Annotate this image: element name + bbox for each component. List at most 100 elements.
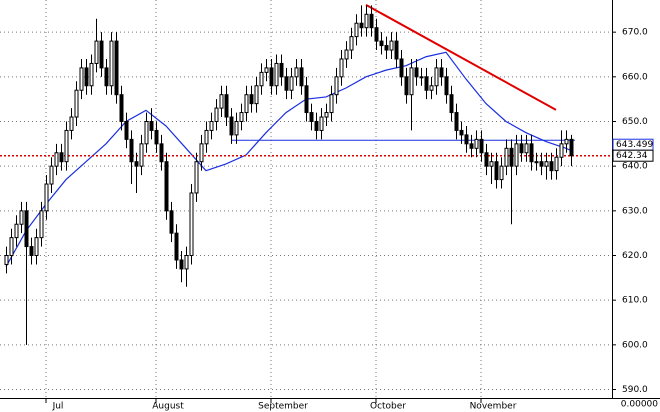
candle-body: [464, 134, 469, 145]
candle-body: [69, 116, 74, 131]
candle-body: [504, 147, 509, 167]
candle-body: [134, 161, 139, 167]
candle-body: [469, 143, 474, 149]
candle-body: [249, 94, 254, 105]
candle-body: [349, 36, 354, 51]
x-tick-label: October: [370, 402, 406, 412]
candle-body: [174, 232, 179, 261]
candle-body: [439, 67, 444, 78]
candle-body: [544, 161, 549, 167]
candle-body: [9, 237, 14, 257]
candle-body: [549, 161, 554, 172]
candle-body: [474, 138, 479, 149]
candle-body: [44, 183, 49, 212]
candle-body: [139, 143, 144, 167]
candle-body: [459, 129, 464, 136]
candle-body: [369, 13, 374, 29]
candle-body: [414, 67, 419, 78]
candle-body: [519, 143, 524, 154]
candle-body: [29, 246, 34, 257]
candle-body: [539, 161, 544, 167]
candle-body: [374, 27, 379, 42]
y-tick-label: 610.0: [622, 296, 648, 306]
candle-body: [209, 120, 214, 131]
candle-body: [169, 210, 174, 234]
candle-body: [14, 223, 19, 239]
candle-body: [299, 67, 304, 87]
candle-body: [254, 85, 259, 105]
candle-body: [399, 58, 404, 78]
candle-body: [479, 138, 484, 154]
candle-body: [304, 85, 309, 114]
candle-body: [424, 76, 429, 91]
candle-body: [54, 152, 59, 167]
candle-body: [59, 152, 64, 163]
candle-body: [34, 237, 39, 257]
candle-body: [149, 120, 154, 131]
candle-body: [164, 161, 169, 212]
candle-body: [559, 143, 564, 158]
candle-body: [104, 67, 109, 87]
candle-body: [389, 40, 394, 51]
candle-body: [184, 255, 189, 270]
candle-body: [524, 143, 529, 154]
candle-body: [514, 143, 519, 167]
close-label: 642.34: [616, 151, 648, 161]
candle-body: [74, 89, 79, 118]
candle-body: [404, 76, 409, 96]
y-tick-label: 660.0: [622, 72, 648, 82]
candle-body: [144, 120, 149, 145]
candle-body: [264, 67, 269, 73]
candle-body: [454, 112, 459, 131]
candle-body: [269, 67, 274, 87]
candle-body: [394, 40, 399, 60]
candle-body: [79, 67, 84, 91]
candle-body: [154, 129, 159, 145]
candle-body: [499, 165, 504, 181]
candle-body: [554, 156, 559, 172]
candle-body: [429, 85, 434, 91]
candle-body: [94, 40, 99, 64]
candle-body: [244, 94, 249, 114]
candle-body: [19, 210, 24, 225]
candle-body: [569, 138, 574, 157]
candle-body: [509, 147, 514, 167]
candle-body: [449, 94, 454, 114]
candle-body: [529, 143, 534, 163]
candle-body: [434, 67, 439, 87]
candle-body: [259, 71, 264, 87]
candle-body: [49, 165, 54, 185]
candle-body: [199, 143, 204, 163]
y-tick-label: 620.0: [622, 251, 648, 261]
candle-body: [219, 94, 224, 109]
candle-body: [194, 161, 199, 194]
candle-body: [229, 116, 234, 136]
candle-body: [319, 116, 324, 131]
x-tick-label: September: [258, 402, 308, 412]
ma-label: 643.499: [616, 140, 653, 150]
close-label-box: [612, 149, 654, 162]
candle-body: [84, 67, 89, 87]
candle-body: [379, 40, 384, 47]
y-tick-label: 630.0: [622, 206, 648, 216]
x-tick-label: Jul: [52, 402, 64, 412]
candle-body: [39, 210, 44, 239]
x-tick-label: November: [470, 402, 517, 412]
x-tick-label: August: [152, 402, 184, 412]
candle-body: [329, 94, 334, 114]
candle-body: [4, 255, 9, 265]
candle-body: [309, 112, 314, 122]
candle-body: [409, 67, 414, 96]
candle-body: [24, 210, 29, 248]
candle-body: [89, 62, 94, 87]
candle-body: [484, 152, 489, 167]
candle-body: [384, 45, 389, 51]
candle-body: [99, 40, 104, 69]
candle-body: [124, 120, 129, 140]
candle-body: [114, 40, 119, 96]
candle-body: [179, 259, 184, 270]
candle-body: [314, 120, 319, 131]
candle-body: [109, 40, 114, 87]
